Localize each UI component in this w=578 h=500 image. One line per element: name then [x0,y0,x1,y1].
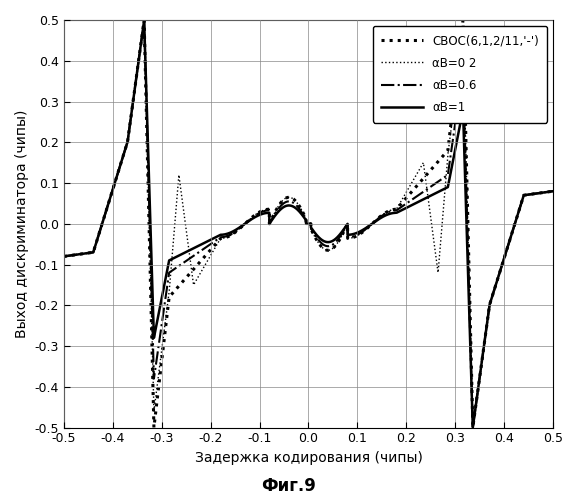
αB=1 [449,160,456,166]
αB=0 2 [85,250,92,256]
αB=0 2 [61,254,68,260]
СВОС(6,1,2/11,'-') [350,234,357,240]
СВОС(6,1,2/11,'-') [238,224,244,230]
Line: αB=1: αB=1 [64,20,553,428]
СВОС(6,1,2/11,'-') [423,172,430,178]
αB=1 [238,224,244,230]
αB=0.6 [61,254,68,260]
αB=0.6 [469,424,476,430]
αB=0.6 [423,186,430,192]
Line: αB=0 2: αB=0 2 [64,20,553,427]
αB=0.6 [140,18,147,24]
X-axis label: Задержка кодирования (чипы): Задержка кодирования (чипы) [195,451,423,465]
αB=0 2 [423,184,430,190]
αB=0.6 [85,250,92,256]
αB=0 2 [449,114,456,120]
Text: Фиг.9: Фиг.9 [262,477,316,495]
СВОС(6,1,2/11,'-') [550,188,557,194]
Line: αB=0.6: αB=0.6 [64,20,553,427]
СВОС(6,1,2/11,'-') [449,106,456,112]
αB=1 [371,219,378,225]
αB=1 [85,250,92,256]
СВОС(6,1,2/11,'-') [85,250,92,256]
Line: СВОС(6,1,2/11,'-'): СВОС(6,1,2/11,'-') [64,20,553,428]
αB=0 2 [371,218,378,224]
СВОС(6,1,2/11,'-') [371,218,378,224]
αB=0 2 [469,424,476,430]
αB=0 2 [140,18,147,24]
Y-axis label: Выход дискриминатора (чипы): Выход дискриминатора (чипы) [15,110,29,338]
αB=0 2 [238,224,244,230]
СВОС(6,1,2/11,'-') [460,17,466,23]
αB=0.6 [350,234,357,239]
αB=1 [550,188,557,194]
Legend: СВОС(6,1,2/11,'-'), αB=0 2, αB=0.6, αB=1: СВОС(6,1,2/11,'-'), αB=0 2, αB=0.6, αB=1 [373,26,547,123]
αB=1 [350,231,357,237]
αB=0 2 [350,234,357,240]
αB=1 [61,254,68,260]
αB=0.6 [371,218,378,224]
αB=0.6 [449,138,456,144]
αB=1 [140,18,147,24]
СВОС(6,1,2/11,'-') [61,254,68,260]
αB=0.6 [238,224,244,230]
αB=0 2 [550,188,557,194]
αB=1 [469,424,476,430]
СВОС(6,1,2/11,'-') [150,424,157,430]
αB=0.6 [550,188,557,194]
αB=1 [423,195,430,201]
